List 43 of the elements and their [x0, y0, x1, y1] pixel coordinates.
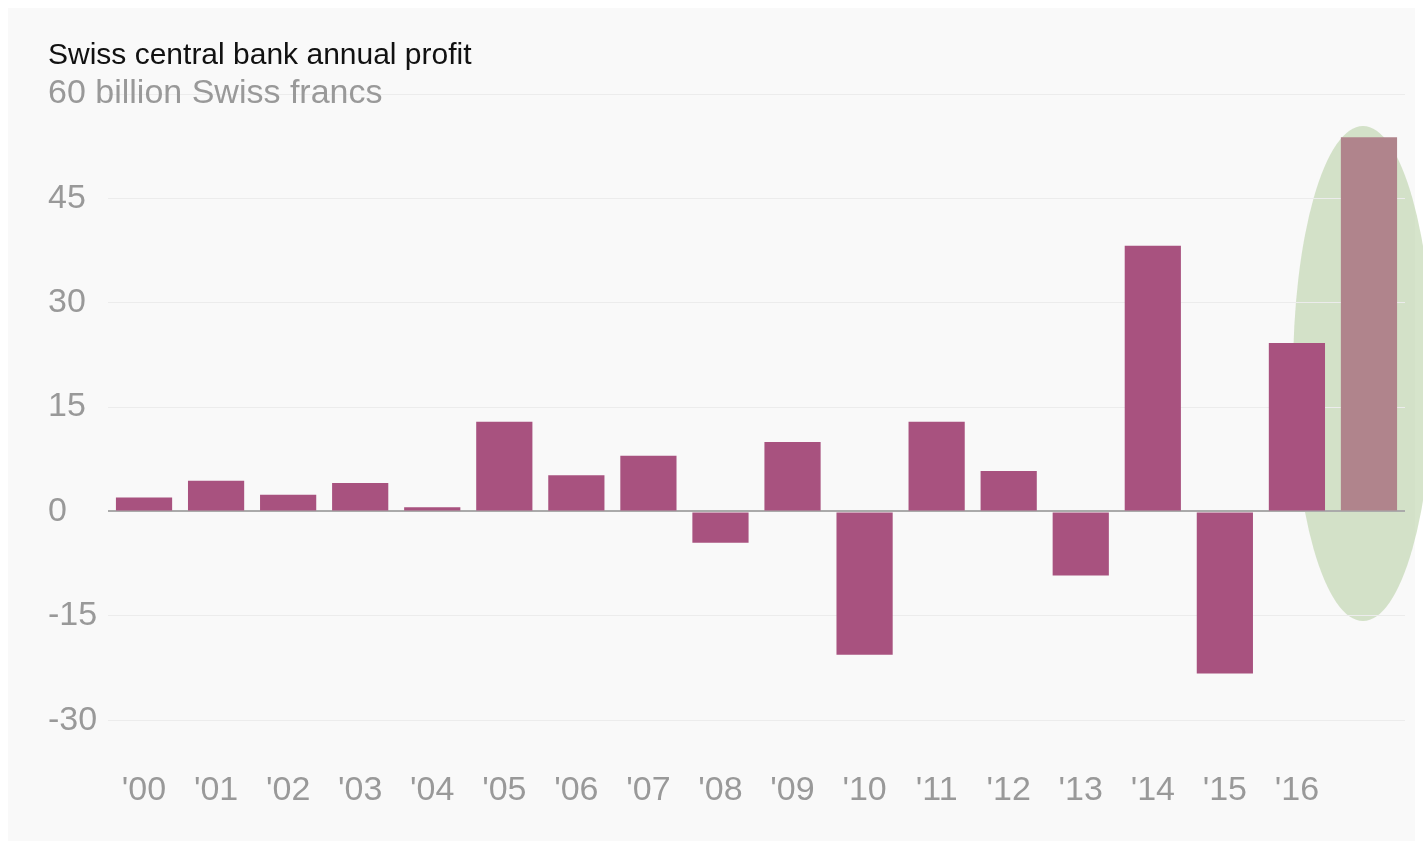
x-tick-label: '03 — [338, 768, 383, 807]
x-tick-label: '05 — [482, 768, 527, 807]
bar — [1124, 245, 1181, 511]
bar — [692, 512, 749, 543]
bar — [764, 441, 821, 511]
bar — [1196, 512, 1253, 674]
x-tick-label: '12 — [986, 768, 1031, 807]
x-tick-label: '07 — [626, 768, 671, 807]
bar — [332, 482, 389, 511]
y-tick-label: -30 — [48, 698, 98, 737]
bar — [260, 494, 317, 511]
x-tick-label: '13 — [1058, 768, 1103, 807]
y-tick-label: 45 — [48, 176, 86, 215]
y-tick-label: 15 — [48, 385, 86, 424]
bar — [980, 471, 1037, 511]
x-tick-label: '16 — [1274, 768, 1320, 807]
x-tick-label: '15 — [1202, 768, 1248, 807]
bar — [836, 512, 893, 655]
x-tick-label: '02 — [265, 768, 311, 807]
bar — [548, 475, 605, 511]
x-tick-label: '01 — [193, 768, 239, 807]
bar — [620, 455, 677, 511]
y-tick-label: 0 — [48, 489, 67, 528]
bar — [404, 507, 461, 511]
x-tick-label: '00 — [121, 768, 167, 807]
bar — [1268, 343, 1326, 511]
bar — [1340, 137, 1398, 511]
bar — [1052, 512, 1109, 576]
chart-title: Swiss central bank annual profit — [48, 37, 473, 71]
bar — [908, 421, 965, 511]
x-tick-label: '08 — [698, 768, 743, 807]
x-tick-label: '14 — [1130, 768, 1175, 807]
y-tick-label: -15 — [48, 594, 98, 633]
bar — [187, 480, 245, 511]
bar — [115, 497, 173, 511]
x-tick-label: '04 — [410, 768, 455, 807]
y-tick-label: 30 — [48, 281, 86, 320]
x-tick-label: '11 — [915, 768, 958, 807]
x-tick-label: '09 — [770, 768, 815, 807]
bar — [476, 421, 533, 511]
y-tick-label: 60 billion Swiss francs — [48, 72, 383, 111]
x-tick-label: '10 — [842, 768, 887, 807]
x-tick-label: '06 — [554, 768, 599, 807]
